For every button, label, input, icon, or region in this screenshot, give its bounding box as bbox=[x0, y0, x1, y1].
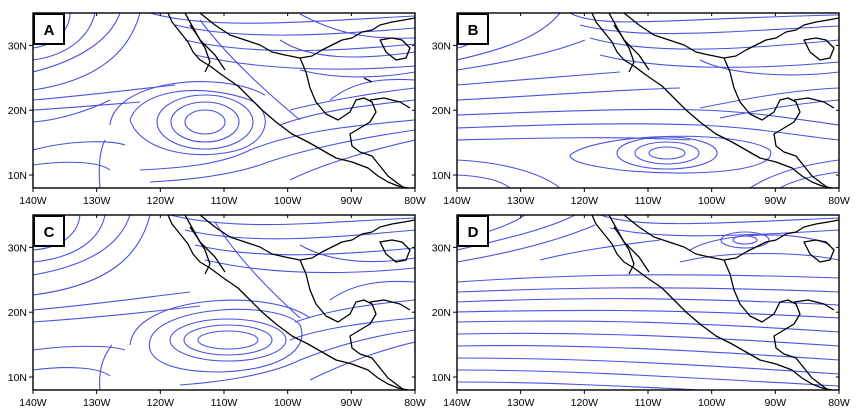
panel-c-streamlines bbox=[33, 215, 415, 390]
panel-d-xtick-label: 140W bbox=[443, 397, 471, 409]
panel-d-xtick-label: 110W bbox=[635, 397, 662, 409]
panel-a: A bbox=[32, 12, 416, 189]
panel-d-xtick-label: 80W bbox=[828, 397, 850, 409]
panel-b-ytick-label: 20N bbox=[432, 105, 451, 117]
panel-d-ytick-label: 20N bbox=[432, 307, 451, 319]
panel-d-coastlines bbox=[591, 215, 839, 390]
panel-a-xtick-label: 100W bbox=[274, 195, 302, 207]
panel-b-xtick-label: 90W bbox=[765, 195, 787, 207]
panel-b-label: B bbox=[468, 22, 479, 39]
panel-b-xtick-label: 110W bbox=[635, 195, 662, 207]
panel-c: C bbox=[32, 214, 416, 391]
panel-b-streamlines bbox=[457, 13, 839, 188]
panel-c-ytick-label: 10N bbox=[8, 372, 27, 384]
panel-b: B bbox=[456, 12, 840, 189]
panel-a-ytick-label: 10N bbox=[8, 170, 27, 182]
panel-b-xtick-label: 140W bbox=[443, 195, 471, 207]
panel-d: D bbox=[456, 214, 840, 391]
panel-a-label: A bbox=[44, 22, 55, 39]
panel-c-label: C bbox=[44, 224, 55, 241]
panel-a-coastlines bbox=[167, 13, 415, 188]
panel-a-frame bbox=[32, 12, 416, 189]
panel-c-xtick-label: 130W bbox=[83, 397, 111, 409]
panel-a-xtick-label: 90W bbox=[341, 195, 363, 207]
panel-a-ytick-label: 20N bbox=[8, 105, 27, 117]
panel-c-xtick-label: 120W bbox=[147, 397, 175, 409]
panel-b-ytick-label: 10N bbox=[432, 170, 451, 182]
panel-a-streamlines bbox=[33, 13, 415, 188]
panel-c-badge bbox=[33, 215, 65, 247]
panel-c-xtick-label: 90W bbox=[341, 397, 363, 409]
axes: 140W 130W 120W 110W 100W 90W 80W 30N 20N 10N 140W 1… bbox=[8, 13, 850, 409]
panel-d-ytick-label: 30N bbox=[432, 242, 451, 254]
panel-a-xtick-label: 80W bbox=[404, 195, 426, 207]
panel-c-coastlines bbox=[167, 215, 415, 390]
panel-a-xtick-label: 110W bbox=[211, 195, 238, 207]
panel-d-streamlines bbox=[457, 215, 839, 390]
panel-c-xtick-label: 110W bbox=[211, 397, 238, 409]
panel-d-xtick-label: 120W bbox=[571, 397, 599, 409]
panel-b-xtick-label: 100W bbox=[698, 195, 726, 207]
panel-c-ytick-label: 20N bbox=[8, 307, 27, 319]
panel-d-label: D bbox=[468, 224, 479, 241]
panel-b-xtick-label: 130W bbox=[507, 195, 535, 207]
panel-d-badge bbox=[457, 215, 489, 247]
panel-b-xtick-label: 80W bbox=[828, 195, 850, 207]
panel-b-xtick-label: 120W bbox=[571, 195, 599, 207]
panel-b-coastlines bbox=[591, 13, 839, 188]
panel-c-xtick-label: 100W bbox=[274, 397, 302, 409]
panel-c-ytick-label: 30N bbox=[8, 242, 27, 254]
panel-b-ytick-label: 30N bbox=[432, 40, 451, 52]
panel-d-ytick-label: 10N bbox=[432, 372, 451, 384]
panel-a-xtick-label: 130W bbox=[83, 195, 111, 207]
panel-a-ytick-label: 30N bbox=[8, 40, 27, 52]
panel-b-badge bbox=[457, 13, 489, 45]
panel-a-xtick-label: 140W bbox=[19, 195, 47, 207]
panel-a-xtick-label: 120W bbox=[147, 195, 175, 207]
panel-c-xtick-label: 140W bbox=[19, 397, 47, 409]
panel-d-xtick-label: 90W bbox=[765, 397, 787, 409]
panel-c-xtick-label: 80W bbox=[404, 397, 426, 409]
panel-d-xtick-label: 100W bbox=[698, 397, 726, 409]
panel-a-badge bbox=[33, 13, 65, 45]
panel-d-xtick-label: 130W bbox=[507, 397, 535, 409]
